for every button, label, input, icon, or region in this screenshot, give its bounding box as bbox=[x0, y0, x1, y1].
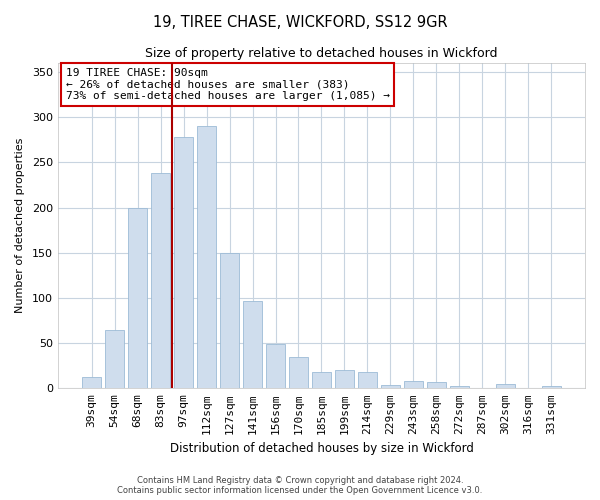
Bar bbox=[266, 344, 285, 389]
Bar bbox=[220, 253, 239, 388]
Bar bbox=[128, 208, 148, 388]
Text: Contains HM Land Registry data © Crown copyright and database right 2024.
Contai: Contains HM Land Registry data © Crown c… bbox=[118, 476, 482, 495]
Bar bbox=[197, 126, 217, 388]
Bar bbox=[542, 386, 561, 388]
Bar bbox=[380, 384, 400, 388]
Bar bbox=[404, 381, 423, 388]
Bar bbox=[105, 330, 124, 388]
Bar bbox=[427, 382, 446, 388]
Bar bbox=[496, 384, 515, 388]
Bar bbox=[449, 386, 469, 388]
Y-axis label: Number of detached properties: Number of detached properties bbox=[15, 138, 25, 314]
X-axis label: Distribution of detached houses by size in Wickford: Distribution of detached houses by size … bbox=[170, 442, 473, 455]
Title: Size of property relative to detached houses in Wickford: Size of property relative to detached ho… bbox=[145, 48, 498, 60]
Text: 19, TIREE CHASE, WICKFORD, SS12 9GR: 19, TIREE CHASE, WICKFORD, SS12 9GR bbox=[152, 15, 448, 30]
Bar bbox=[358, 372, 377, 388]
Bar bbox=[289, 356, 308, 388]
Bar bbox=[82, 376, 101, 388]
Bar bbox=[174, 137, 193, 388]
Bar bbox=[335, 370, 354, 388]
Bar bbox=[311, 372, 331, 388]
Text: 19 TIREE CHASE: 90sqm
← 26% of detached houses are smaller (383)
73% of semi-det: 19 TIREE CHASE: 90sqm ← 26% of detached … bbox=[66, 68, 390, 101]
Bar bbox=[151, 174, 170, 388]
Bar bbox=[243, 300, 262, 388]
